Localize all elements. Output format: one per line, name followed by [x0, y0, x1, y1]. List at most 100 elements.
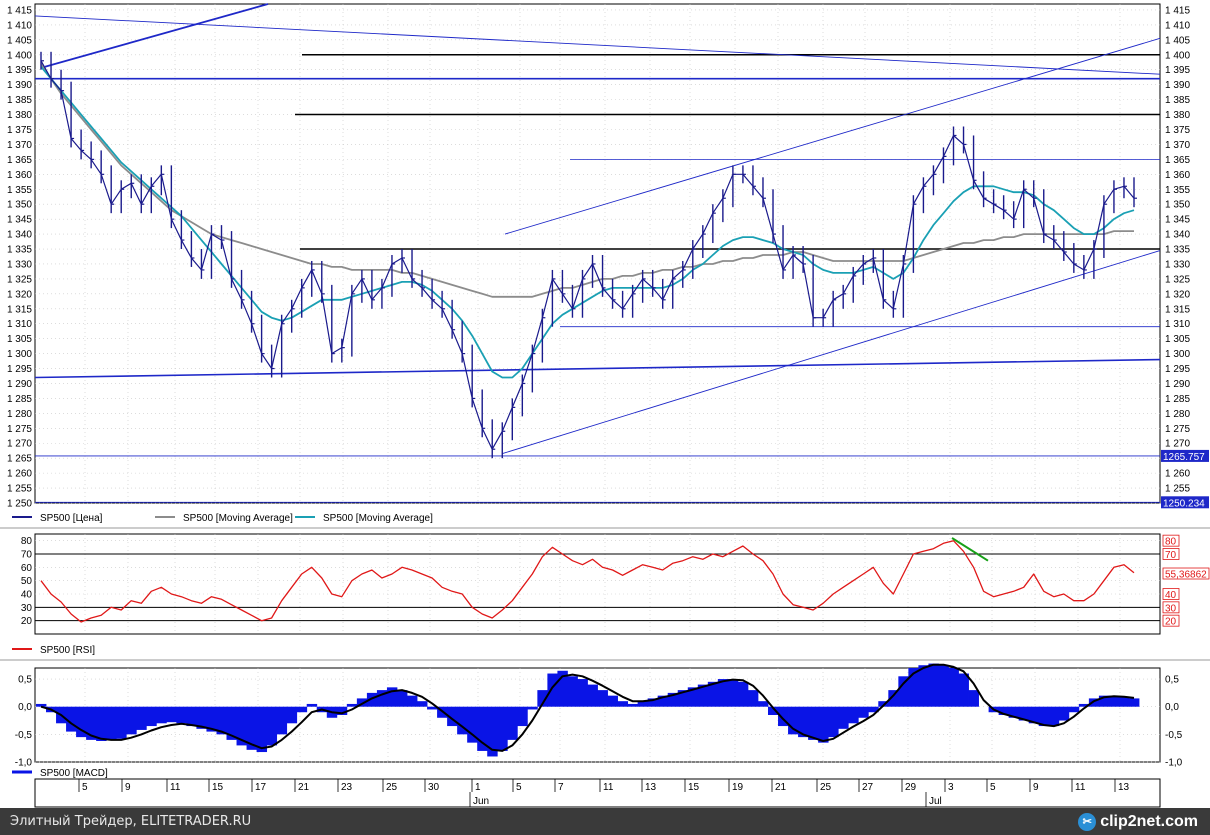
- macd-histogram-bar: [968, 690, 979, 707]
- rsi-tick-label: 80: [21, 536, 33, 547]
- macd-histogram-bar: [1028, 706, 1040, 724]
- macd-histogram-bar: [918, 665, 929, 707]
- price-tick-label-left: 1 295: [7, 364, 32, 375]
- rsi-right-tag-label: 30: [1165, 603, 1177, 614]
- price-tag-label: 1250.234: [1163, 498, 1205, 509]
- price-tick-label-right: 1 405: [1165, 35, 1190, 46]
- x-axis-month-label: Jun: [473, 796, 489, 807]
- price-tick-label-left: 1 280: [7, 409, 32, 420]
- macd-legend-label: SP500 [MACD]: [40, 768, 108, 779]
- x-axis-day-label: 21: [298, 782, 310, 793]
- macd-histogram-bar: [717, 679, 729, 707]
- x-axis-day-label: 13: [1118, 782, 1130, 793]
- macd-histogram-bar: [286, 706, 298, 724]
- macd-histogram-bar: [386, 687, 398, 707]
- price-tick-label-left: 1 350: [7, 200, 32, 211]
- price-tick-label-left: 1 410: [7, 20, 32, 31]
- price-tick-label-left: 1 305: [7, 334, 32, 345]
- x-axis-day-label: 25: [820, 782, 832, 793]
- x-axis-day-label: 13: [645, 782, 657, 793]
- price-tick-label-left: 1 345: [7, 215, 32, 226]
- macd-histogram-bar: [236, 706, 247, 746]
- macd-histogram-bar: [1128, 698, 1140, 707]
- macd-histogram-bar: [948, 668, 959, 707]
- price-tick-label-left: 1 365: [7, 155, 32, 166]
- price-tick-label-left: 1 415: [7, 5, 32, 16]
- price-tick-label-left: 1 315: [7, 304, 32, 315]
- macd-histogram-bar: [737, 681, 749, 707]
- macd-histogram-bar: [336, 706, 348, 715]
- price-tick-label-right: 1 360: [1165, 170, 1190, 181]
- macd-histogram-bar: [667, 692, 679, 707]
- price-tick-label-left: 1 390: [7, 80, 32, 91]
- price-tick-label-left: 1 250: [7, 499, 32, 510]
- macd-histogram-bar: [657, 695, 669, 707]
- macd-histogram-bar: [417, 701, 428, 707]
- macd-histogram-bar: [246, 706, 257, 750]
- price-tick-label-left: 1 300: [7, 349, 32, 360]
- macd-tick-label-right: 0,0: [1165, 702, 1179, 713]
- macd-histogram-bar: [637, 701, 649, 707]
- price-tick-label-left: 1 290: [7, 379, 32, 390]
- macd-signal-line: [40, 663, 1135, 752]
- fast-moving-average-line: [40, 66, 1135, 379]
- macd-histogram-bar: [96, 706, 107, 741]
- macd-histogram-bar: [407, 695, 418, 707]
- macd-histogram-bar: [888, 690, 899, 707]
- macd-histogram-bar: [296, 706, 308, 713]
- rsi-right-tag-box: [1162, 614, 1180, 627]
- clip2net-logo: ✂ clip2net.com: [1078, 811, 1198, 832]
- slow-moving-average-line: [40, 63, 1134, 298]
- x-axis-day-label: 9: [1033, 782, 1039, 793]
- x-axis-frame: [34, 778, 1161, 808]
- macd-histogram-bar: [687, 687, 699, 707]
- macd-histogram-bar: [848, 706, 859, 724]
- macd-histogram-bar: [156, 706, 167, 724]
- price-legend-label: SP500 [Moving Average]: [323, 513, 433, 524]
- price-tick-label-right: 1 365: [1165, 155, 1190, 166]
- price-tick-label-right: 1 355: [1165, 185, 1190, 196]
- price-tick-label-right: 1 345: [1165, 215, 1190, 226]
- macd-histogram-bar: [196, 706, 207, 729]
- price-tick-label-right: 1 380: [1165, 110, 1190, 121]
- macd-histogram-bar: [136, 706, 147, 730]
- macd-histogram-bar: [1068, 706, 1080, 713]
- x-axis-day-label: 19: [732, 782, 744, 793]
- macd-histogram-bar: [958, 673, 969, 707]
- macd-histogram-bar: [66, 706, 77, 732]
- x-axis-month-label: Jul: [929, 796, 942, 807]
- x-axis-day-label: 30: [428, 782, 440, 793]
- price-legend-label: SP500 [Moving Average]: [183, 513, 293, 524]
- macd-histogram-bar: [266, 706, 278, 746]
- price-tick-label-left: 1 260: [7, 469, 32, 480]
- macd-histogram-bar: [497, 706, 508, 751]
- rsi-right-tag-label: 80: [1165, 537, 1177, 548]
- macd-histogram-bar: [607, 695, 618, 707]
- rsi-tick-label: 70: [21, 550, 33, 561]
- uptrend-line-short: [44, 3, 269, 68]
- x-axis-day-label: 15: [688, 782, 700, 793]
- x-axis-day-label: 11: [1075, 782, 1086, 793]
- macd-histogram-bar: [346, 703, 358, 707]
- price-tick-label-left: 1 400: [7, 50, 32, 61]
- price-tick-label-right: 1 400: [1165, 50, 1190, 61]
- x-axis-day-label: 23: [341, 782, 353, 793]
- macd-histogram-bar: [908, 668, 919, 707]
- macd-histogram-bar: [376, 690, 388, 707]
- macd-histogram-bar: [707, 681, 719, 707]
- price-legend-label: SP500 [Цена]: [40, 513, 103, 524]
- rsi-right-tag-label: 20: [1165, 617, 1177, 628]
- macd-histogram-bar: [116, 706, 127, 739]
- x-axis-day-label: 15: [212, 782, 224, 793]
- rsi-right-tag-box: [1162, 567, 1210, 580]
- macd-histogram-bar: [467, 706, 478, 743]
- macd-histogram-bar: [1088, 698, 1100, 707]
- x-axis-day-label: 29: [905, 782, 917, 793]
- price-tick-label-left: 1 320: [7, 289, 32, 300]
- macd-histogram-bar: [35, 703, 47, 707]
- price-tick-label-left: 1 405: [7, 35, 32, 46]
- price-tick-label-left: 1 310: [7, 319, 32, 330]
- macd-histogram-bar: [306, 703, 318, 707]
- price-tick-label-left: 1 275: [7, 424, 32, 435]
